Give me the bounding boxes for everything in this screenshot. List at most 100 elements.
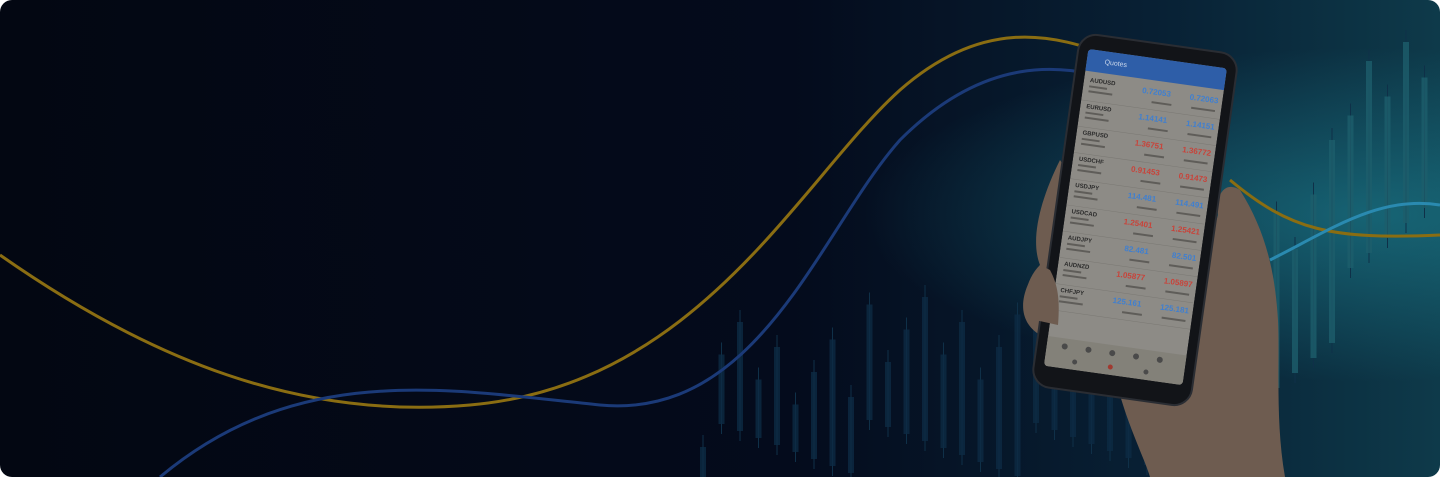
detail-line: [1069, 221, 1094, 227]
detail-line: [1063, 269, 1082, 274]
phone-screen: Quotes AUDUSD 0.72053 0.72063 EURUSD 1.14141…: [1043, 48, 1228, 386]
app-header: [1085, 48, 1228, 91]
candle-body: [922, 297, 928, 441]
candle-body: [718, 354, 725, 424]
detail-line: [1129, 258, 1150, 264]
detail-line: [1081, 137, 1100, 143]
nav-icons: [1061, 343, 1163, 375]
candle-body: [977, 379, 984, 462]
row-divider: [1081, 99, 1220, 120]
detail-line: [1062, 273, 1087, 280]
candle-body: [1347, 115, 1354, 268]
row-divider: [1051, 309, 1191, 330]
candle-body: [1107, 362, 1113, 451]
ask-price: 0.91473: [1178, 171, 1208, 184]
symbol: GBPUSD: [1082, 130, 1109, 140]
detail-line: [1191, 106, 1216, 113]
detail-line: [1179, 185, 1205, 191]
bid-price: 1.14141: [1138, 112, 1168, 125]
candle-body: [866, 304, 873, 420]
candle-body: [700, 447, 706, 477]
detail-line: [1088, 90, 1113, 96]
row-divider: [1059, 257, 1198, 278]
symbol: USDCAD: [1071, 209, 1098, 219]
candle-body: [1403, 42, 1409, 223]
detail-line: [1121, 311, 1143, 316]
detail-line: [1077, 169, 1102, 175]
candle-body: [940, 354, 947, 448]
bottom-nav: [1043, 336, 1187, 386]
row-divider: [1070, 178, 1209, 199]
detail-line: [1084, 116, 1109, 122]
bid-price: 1.36751: [1134, 138, 1164, 151]
candle-body: [774, 347, 780, 445]
candle-body: [1292, 249, 1298, 373]
ask-price: 114.491: [1175, 198, 1205, 211]
candle-body: [792, 404, 799, 452]
bid-price: 0.91453: [1131, 165, 1161, 178]
detail-line: [1073, 195, 1098, 201]
symbol: AUDNZD: [1064, 262, 1091, 272]
ask-price: 82.501: [1171, 251, 1197, 263]
row-divider: [1055, 283, 1195, 304]
detail-line: [1070, 216, 1089, 222]
ask-price: 0.72063: [1189, 93, 1219, 106]
bid-price: 0.72053: [1142, 86, 1172, 99]
ask-price: 125.181: [1160, 303, 1190, 316]
detail-line: [1059, 295, 1078, 300]
candle-body: [959, 322, 965, 455]
detail-line: [1080, 142, 1105, 149]
bid-price: 1.05877: [1116, 270, 1146, 283]
candle-body: [1421, 77, 1428, 208]
symbol: CHFJPY: [1060, 288, 1084, 297]
detail-line: [1132, 232, 1154, 238]
symbol: AUDJPY: [1067, 235, 1092, 244]
candle-body: [1310, 194, 1317, 358]
ask-price: 1.14151: [1185, 119, 1215, 132]
bid-price: 1.25401: [1123, 217, 1153, 230]
symbol: EURUSD: [1086, 104, 1113, 114]
detail-line: [1176, 211, 1201, 218]
candle-body: [996, 347, 1002, 469]
detail-line: [1066, 247, 1091, 254]
detail-line: [1066, 242, 1085, 248]
candle-body: [848, 397, 854, 473]
thumb: [1025, 265, 1059, 325]
row-divider: [1062, 230, 1202, 251]
detail-line: [1074, 190, 1093, 195]
row-divider: [1073, 152, 1213, 173]
yellow-curve-right: [1229, 178, 1440, 238]
bid-price: 125.161: [1112, 296, 1142, 309]
candle-body: [885, 362, 891, 427]
blue-curve: [159, 67, 1141, 477]
candle-body: [1384, 96, 1391, 238]
detail-line: [1151, 101, 1172, 106]
detail-line: [1140, 179, 1161, 185]
detail-line: [1136, 206, 1157, 211]
detail-line: [1125, 284, 1146, 290]
detail-line: [1144, 153, 1165, 159]
candle-body: [811, 372, 817, 459]
detail-line: [1172, 237, 1197, 244]
ask-price: 1.25421: [1171, 224, 1201, 237]
detail-line: [1168, 264, 1193, 270]
candle-body: [737, 322, 743, 431]
ask-price: 1.05897: [1163, 276, 1193, 289]
row-divider: [1066, 204, 1206, 225]
candle-body: [903, 329, 910, 434]
detail-line: [1147, 127, 1168, 133]
ask-price: 1.36772: [1182, 145, 1212, 158]
candle-body: [829, 339, 836, 466]
candle-body: [1366, 61, 1372, 253]
bid-price: 82.481: [1124, 244, 1150, 256]
detail-line: [1165, 290, 1190, 296]
candle-body: [1329, 140, 1335, 343]
detail-line: [1187, 132, 1212, 139]
symbol: AUDUSD: [1089, 78, 1116, 88]
app-title: Quotes: [1104, 59, 1128, 69]
bid-price: 114.481: [1127, 191, 1157, 204]
detail-line: [1183, 159, 1208, 165]
detail-line: [1085, 111, 1104, 117]
symbol: USDCHF: [1078, 157, 1104, 166]
